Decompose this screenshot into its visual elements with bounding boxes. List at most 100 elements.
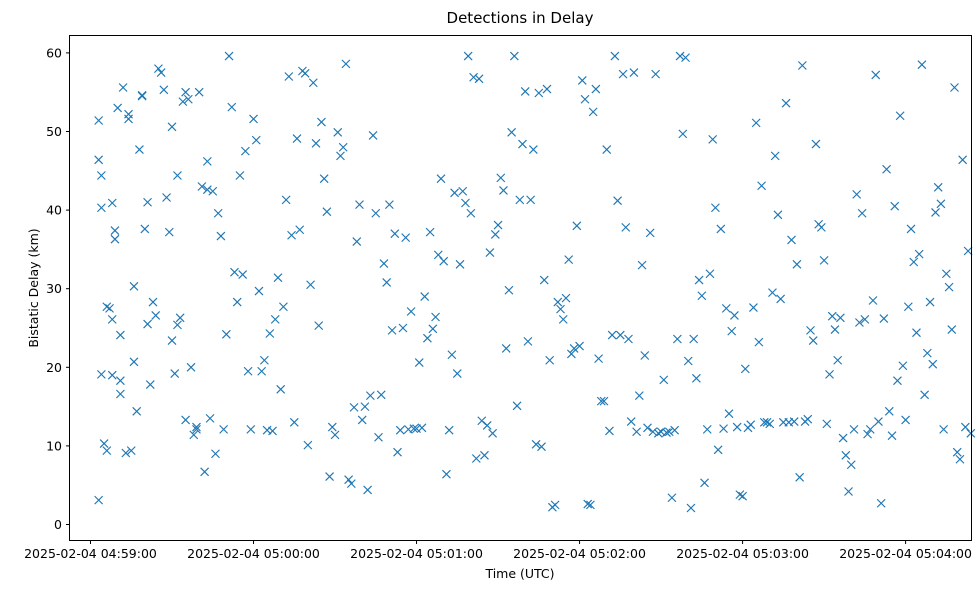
scatter-point	[759, 417, 769, 427]
scatter-point	[409, 424, 419, 434]
scatter-point	[912, 328, 921, 338]
scatter-point	[431, 312, 440, 322]
scatter-point	[509, 51, 519, 61]
scatter-point	[183, 94, 193, 104]
scatter-point	[300, 68, 310, 78]
scatter-point	[295, 225, 305, 235]
scatter-point	[110, 234, 120, 244]
scatter-point	[920, 390, 930, 400]
scatter-point	[284, 72, 294, 81]
x-tick-label: 2025-02-04 05:03:00	[676, 546, 809, 561]
scatter-point	[567, 349, 576, 359]
scatter-point	[550, 500, 560, 510]
scatter-point	[314, 321, 324, 331]
scatter-point	[960, 422, 970, 432]
scatter-point	[442, 469, 451, 479]
scatter-point	[357, 415, 367, 425]
scatter-point	[781, 98, 791, 108]
scatter-point	[115, 389, 125, 399]
scatter-point	[947, 325, 957, 334]
scatter-point	[860, 314, 870, 324]
scatter-point	[105, 303, 114, 313]
scatter-point	[170, 369, 180, 378]
scatter-point	[221, 329, 231, 339]
scatter-point	[575, 341, 584, 351]
scatter-point	[746, 420, 756, 430]
scatter-point	[806, 325, 815, 335]
scatter-point	[143, 197, 152, 207]
scatter-point	[713, 445, 723, 455]
scatter-point	[200, 467, 210, 477]
scatter-point	[594, 354, 603, 364]
scatter-point	[393, 447, 402, 457]
scatter-point	[553, 297, 563, 307]
scatter-point	[178, 97, 188, 107]
scatter-point	[273, 273, 283, 283]
scatter-point	[96, 369, 106, 379]
scatter-point	[632, 427, 642, 437]
scatter-point	[667, 493, 677, 503]
scatter-point	[363, 485, 373, 495]
scatter-point	[211, 449, 220, 459]
scatter-point	[678, 129, 688, 139]
scatter-point	[561, 293, 571, 303]
scatter-point	[480, 450, 489, 460]
scatter-point	[700, 478, 709, 488]
scatter-point	[428, 324, 438, 334]
scatter-point	[338, 142, 348, 152]
scatter-point	[501, 344, 511, 353]
scatter-point	[355, 200, 364, 210]
scatter-point	[512, 401, 522, 411]
scatter-point	[852, 189, 862, 199]
scatter-point	[721, 303, 731, 313]
scatter-series	[94, 51, 976, 513]
scatter-point	[564, 255, 574, 265]
scatter-point	[827, 311, 837, 321]
scatter-point	[618, 69, 628, 79]
y-tick-label: 20	[46, 360, 62, 375]
scatter-point	[94, 155, 104, 165]
scatter-point	[702, 424, 712, 434]
scatter-point	[268, 426, 277, 436]
scatter-point	[390, 229, 400, 239]
scatter-point	[181, 87, 191, 97]
scatter-point	[727, 326, 737, 336]
scatter-point	[240, 146, 250, 156]
scatter-point	[683, 356, 693, 366]
scatter-point	[493, 220, 503, 230]
scatter-point	[371, 208, 381, 218]
scatter-point	[308, 78, 318, 88]
scatter-point	[901, 415, 911, 425]
scatter-point	[662, 428, 671, 437]
scatter-point	[941, 269, 951, 279]
scatter-point	[507, 127, 517, 137]
scatter-point	[471, 454, 481, 463]
scatter-point	[156, 68, 166, 77]
scatter-point	[865, 424, 875, 434]
scatter-point	[776, 294, 786, 304]
scatter-point	[455, 259, 465, 269]
scatter-point	[208, 186, 218, 196]
scatter-point	[276, 384, 286, 394]
scatter-point	[420, 292, 430, 301]
scatter-point	[754, 337, 764, 347]
x-tick-label: 2025-02-04 05:01:00	[350, 546, 483, 561]
scatter-point	[376, 390, 386, 400]
scatter-point	[450, 188, 459, 198]
scatter-point	[787, 235, 796, 245]
scatter-point	[374, 432, 383, 442]
scatter-point	[365, 391, 375, 401]
scatter-point	[447, 350, 457, 360]
scatter-point	[659, 375, 669, 385]
scatter-point	[844, 487, 853, 496]
scatter-point	[306, 280, 315, 290]
scatter-point	[588, 107, 598, 117]
chart-title: Detections in Delay	[447, 9, 594, 27]
scatter-point	[270, 314, 280, 324]
scatter-point	[958, 155, 968, 165]
scatter-point	[452, 369, 462, 378]
scatter-point	[238, 270, 248, 279]
scatter-point	[808, 336, 818, 345]
scatter-point	[830, 325, 840, 334]
scatter-point	[534, 88, 544, 98]
